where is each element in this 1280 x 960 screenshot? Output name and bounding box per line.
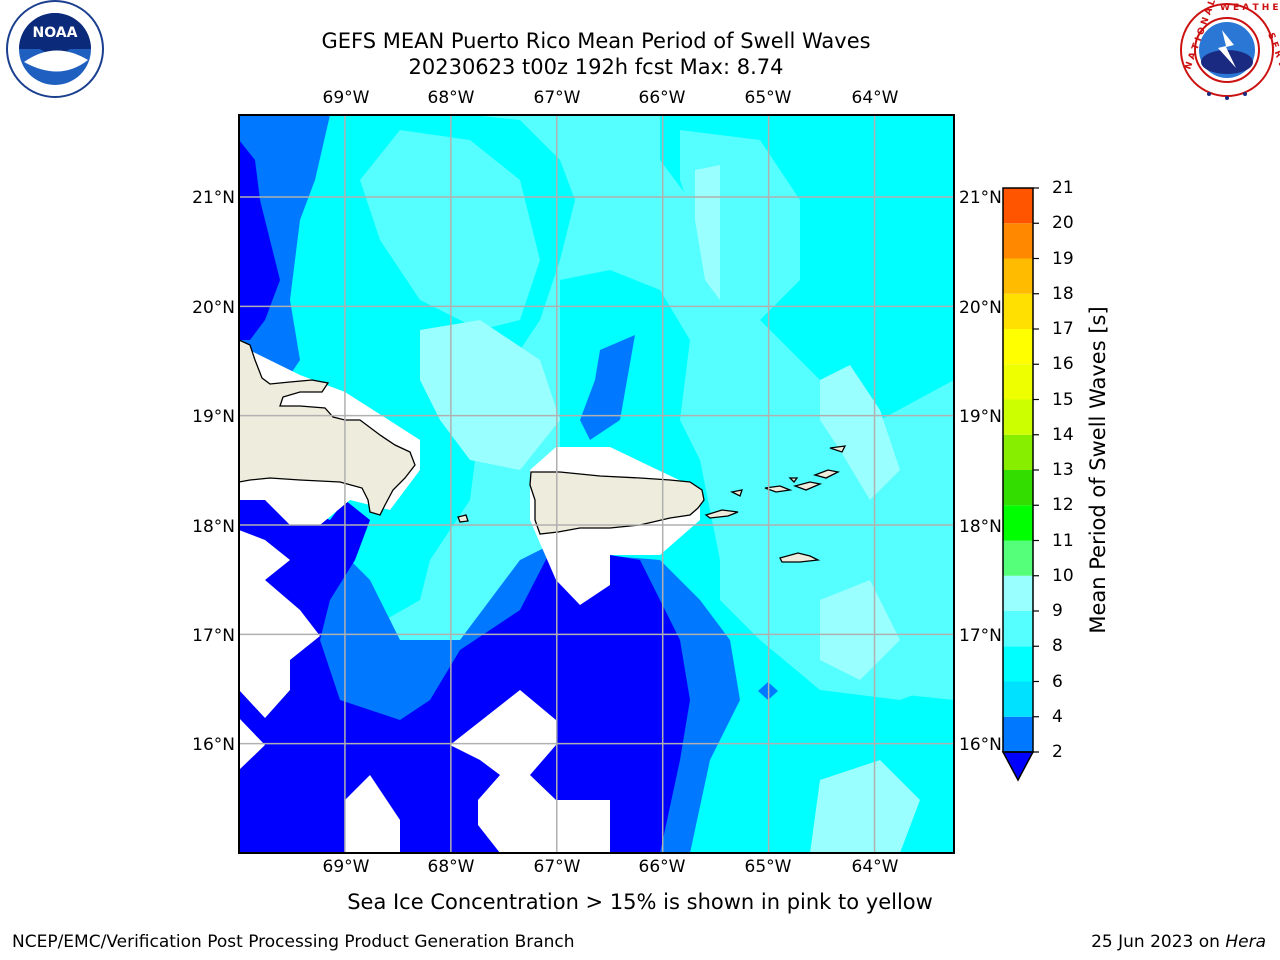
land bbox=[239, 339, 847, 563]
swell-period-field bbox=[239, 115, 954, 853]
colorbar-tick-label: 12 bbox=[1052, 495, 1074, 516]
svg-text:W E A T H E R: W E A T H E R bbox=[1220, 3, 1280, 13]
colorbar-under-arrow bbox=[1001, 751, 1035, 782]
chart-subtitle: 20230623 t00z 192h fcst Max: 8.74 bbox=[408, 55, 784, 79]
tortola bbox=[792, 481, 823, 491]
lon-tick-top: 66°W bbox=[638, 88, 686, 108]
colorbar-tick-label: 20 bbox=[1052, 213, 1074, 234]
sea-ice-note: Sea Ice Concentration > 15% is shown in … bbox=[347, 890, 933, 914]
footer-date: 25 Jun 2023 on Hera bbox=[1091, 932, 1266, 952]
field-8-9-a bbox=[420, 320, 560, 470]
colorbar-tick-label: 16 bbox=[1052, 354, 1074, 375]
field-below-2-northwest bbox=[239, 140, 280, 340]
colorbar-segment bbox=[1003, 364, 1033, 400]
chart-title: GEFS MEAN Puerto Rico Mean Period of Swe… bbox=[321, 29, 871, 53]
field-8-9-e bbox=[810, 760, 920, 853]
colorbar-tick-label: 9 bbox=[1052, 601, 1063, 621]
colorbar-segment bbox=[1003, 434, 1033, 470]
colorbar-segment bbox=[1003, 470, 1033, 506]
gridlines bbox=[239, 115, 954, 853]
field-8-9-b bbox=[820, 365, 900, 500]
lat-tick-right: 17°N bbox=[959, 626, 1002, 646]
lon-tick-bottom: 64°W bbox=[851, 857, 899, 877]
lon-tick-top: 68°W bbox=[427, 88, 475, 108]
colorbar-label: Mean Period of Swell Waves [s] bbox=[1086, 306, 1110, 634]
map-frame bbox=[238, 114, 955, 854]
st-thomas bbox=[764, 485, 793, 493]
anegada bbox=[829, 445, 847, 453]
mona-island bbox=[457, 514, 469, 523]
colorbar-tick-label: 14 bbox=[1052, 424, 1074, 445]
field-8-9-c bbox=[695, 165, 720, 300]
st-croix bbox=[779, 552, 821, 563]
colorbar-tick-label: 2 bbox=[1052, 742, 1063, 762]
colorbar-segment bbox=[1003, 258, 1033, 294]
colorbar-tick-label: 4 bbox=[1052, 706, 1063, 727]
colorbar bbox=[1001, 187, 1039, 782]
lon-tick-bottom: 68°W bbox=[427, 857, 475, 877]
colorbar-segment bbox=[1003, 611, 1033, 647]
lat-tick-right: 18°N bbox=[959, 517, 1002, 537]
colorbar-segment bbox=[1003, 223, 1033, 259]
lat-tick-left: 19°N bbox=[192, 407, 235, 427]
lat-tick-left: 17°N bbox=[192, 626, 235, 646]
colorbar-tick-label: 18 bbox=[1052, 283, 1074, 304]
lat-tick-right: 19°N bbox=[959, 407, 1002, 427]
colorbar-segment bbox=[1003, 329, 1033, 365]
culebra bbox=[730, 489, 743, 497]
lon-tick-bottom: 67°W bbox=[533, 857, 581, 877]
lat-tick-right: 21°N bbox=[959, 188, 1002, 208]
colorbar-tick-label: 8 bbox=[1052, 636, 1063, 657]
lat-tick-left: 18°N bbox=[192, 517, 235, 537]
lon-tick-top: 65°W bbox=[744, 88, 792, 108]
colorbar-tick-label: 10 bbox=[1052, 565, 1074, 586]
lon-tick-bottom: 66°W bbox=[638, 857, 686, 877]
colorbar-segment bbox=[1003, 646, 1033, 682]
colorbar-tick-label: 15 bbox=[1052, 389, 1074, 410]
footer-producer: NCEP/EMC/Verification Post Processing Pr… bbox=[12, 932, 575, 952]
noaa-logo-text: NOAA bbox=[33, 25, 78, 41]
footer-date-text: 25 Jun 2023 on bbox=[1091, 932, 1226, 952]
colorbar-tick-label: 19 bbox=[1052, 248, 1074, 269]
nws-logo: N A T I O N A L W E A T H E R S E R V I … bbox=[1180, 0, 1280, 100]
colorbar-segment bbox=[1003, 716, 1033, 752]
hispaniola-land bbox=[239, 339, 416, 516]
colorbar-segment bbox=[1003, 188, 1033, 224]
colorbar-tick-label: 13 bbox=[1052, 460, 1074, 480]
lon-tick-top: 64°W bbox=[851, 88, 899, 108]
lat-tick-right: 20°N bbox=[959, 298, 1002, 318]
field-6-8-patch-a bbox=[360, 130, 540, 330]
lon-tick-top: 67°W bbox=[533, 88, 581, 108]
footer-machine: Hera bbox=[1225, 932, 1266, 952]
vieques bbox=[704, 509, 739, 519]
lat-tick-left: 21°N bbox=[192, 188, 235, 208]
puerto-rico-land bbox=[529, 471, 705, 535]
colorbar-segment bbox=[1003, 505, 1033, 541]
colorbar-segment bbox=[1003, 293, 1033, 329]
colorbar-tick-label: 11 bbox=[1052, 530, 1074, 551]
colorbar-segment bbox=[1003, 575, 1033, 611]
lon-tick-bottom: 69°W bbox=[322, 857, 370, 877]
field-2-4-channel bbox=[580, 335, 635, 440]
colorbar-segment bbox=[1003, 540, 1033, 576]
lat-tick-left: 16°N bbox=[192, 735, 235, 755]
colorbar-tick-label: 21 bbox=[1052, 178, 1074, 198]
colorbar-tick-label: 17 bbox=[1052, 319, 1074, 339]
field-8-9-d bbox=[820, 580, 900, 680]
lat-tick-left: 20°N bbox=[192, 298, 235, 318]
colorbar-segment bbox=[1003, 681, 1033, 717]
lat-tick-right: 16°N bbox=[959, 735, 1002, 755]
colorbar-tick-label: 6 bbox=[1052, 671, 1063, 692]
islet-a bbox=[788, 477, 799, 483]
virgin-gorda bbox=[812, 469, 840, 479]
colorbar-segment bbox=[1003, 399, 1033, 435]
lon-tick-top: 69°W bbox=[322, 88, 370, 108]
lon-tick-bottom: 65°W bbox=[744, 857, 792, 877]
noaa-logo: NOAA bbox=[6, 0, 104, 98]
